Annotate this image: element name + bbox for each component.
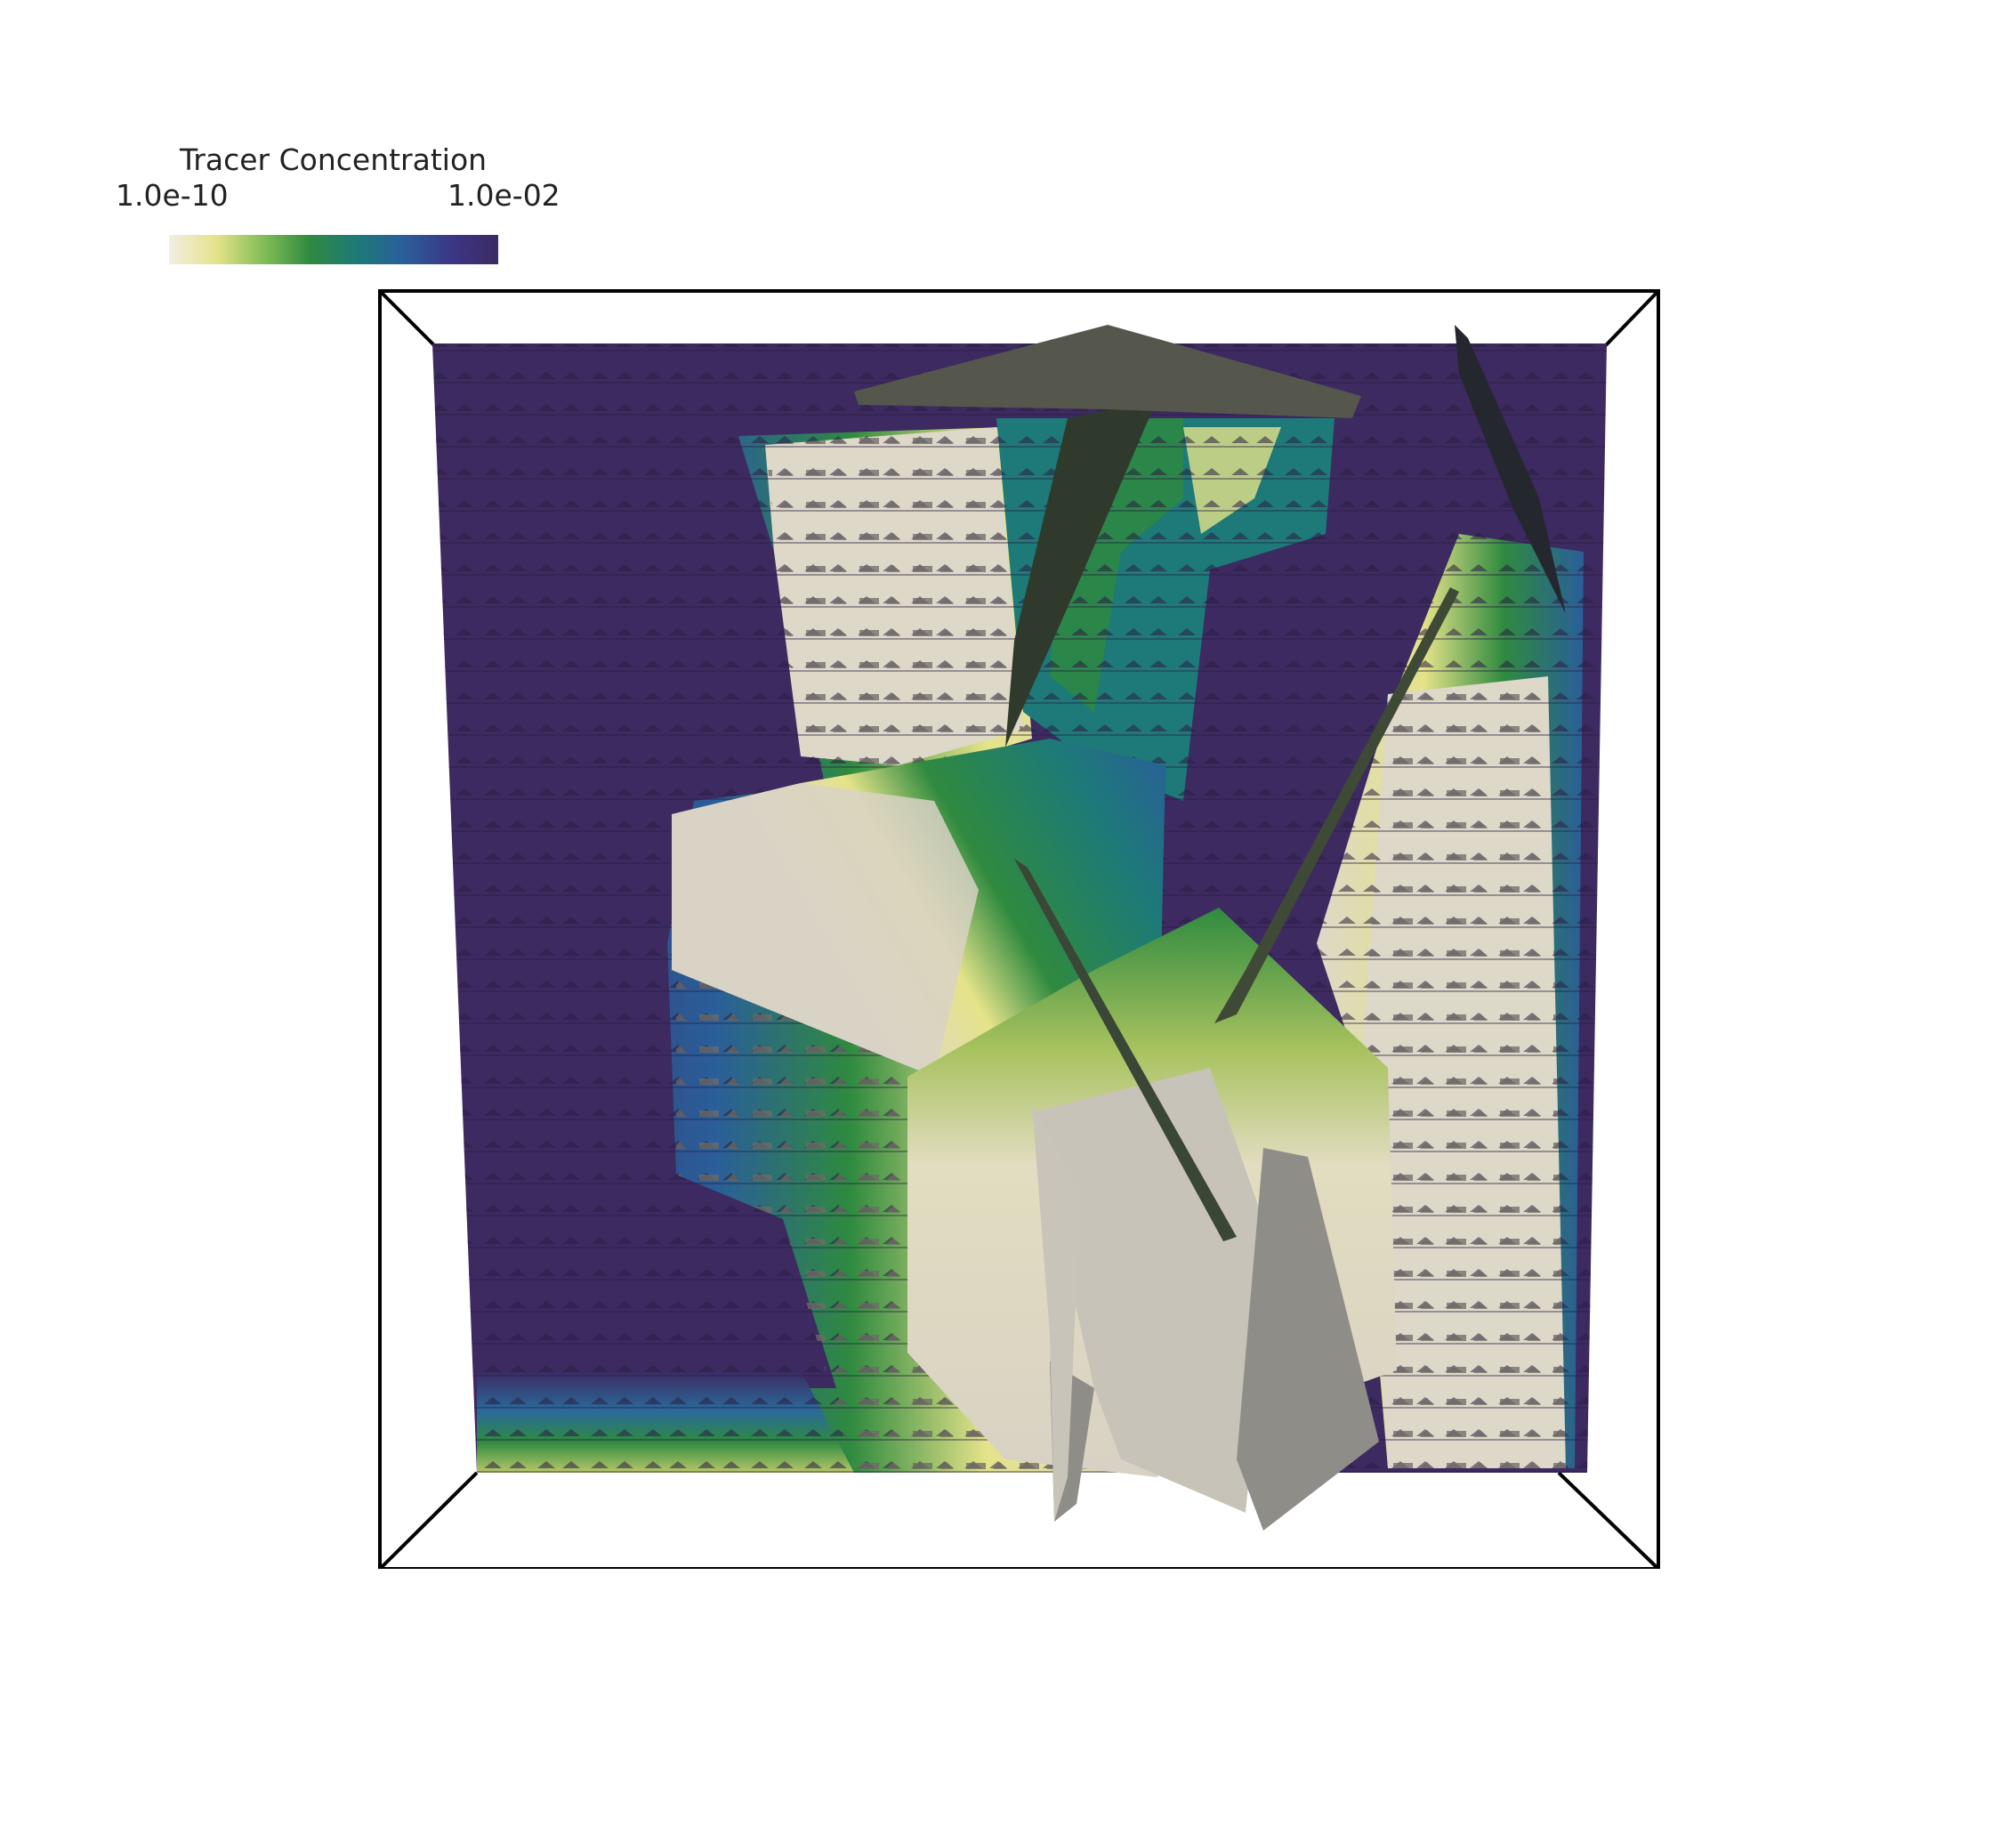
fracture-top-plate [854, 325, 1361, 418]
fracture-sliver-diagonal [1214, 587, 1459, 1023]
legend-colorbar [169, 235, 498, 264]
fracture-sliver-right [1455, 325, 1566, 614]
legend-title: Tracer Concentration [180, 142, 488, 177]
fracture-sliver-top [1005, 400, 1157, 747]
color-legend: Tracer Concentration 1.0e-10 1.0e-02 [107, 142, 569, 276]
fracture-sliver-center [1014, 859, 1237, 1241]
legend-max-label: 1.0e-02 [448, 178, 560, 213]
fracture-planes [672, 325, 1566, 1531]
legend-min-label: 1.0e-10 [116, 178, 229, 213]
